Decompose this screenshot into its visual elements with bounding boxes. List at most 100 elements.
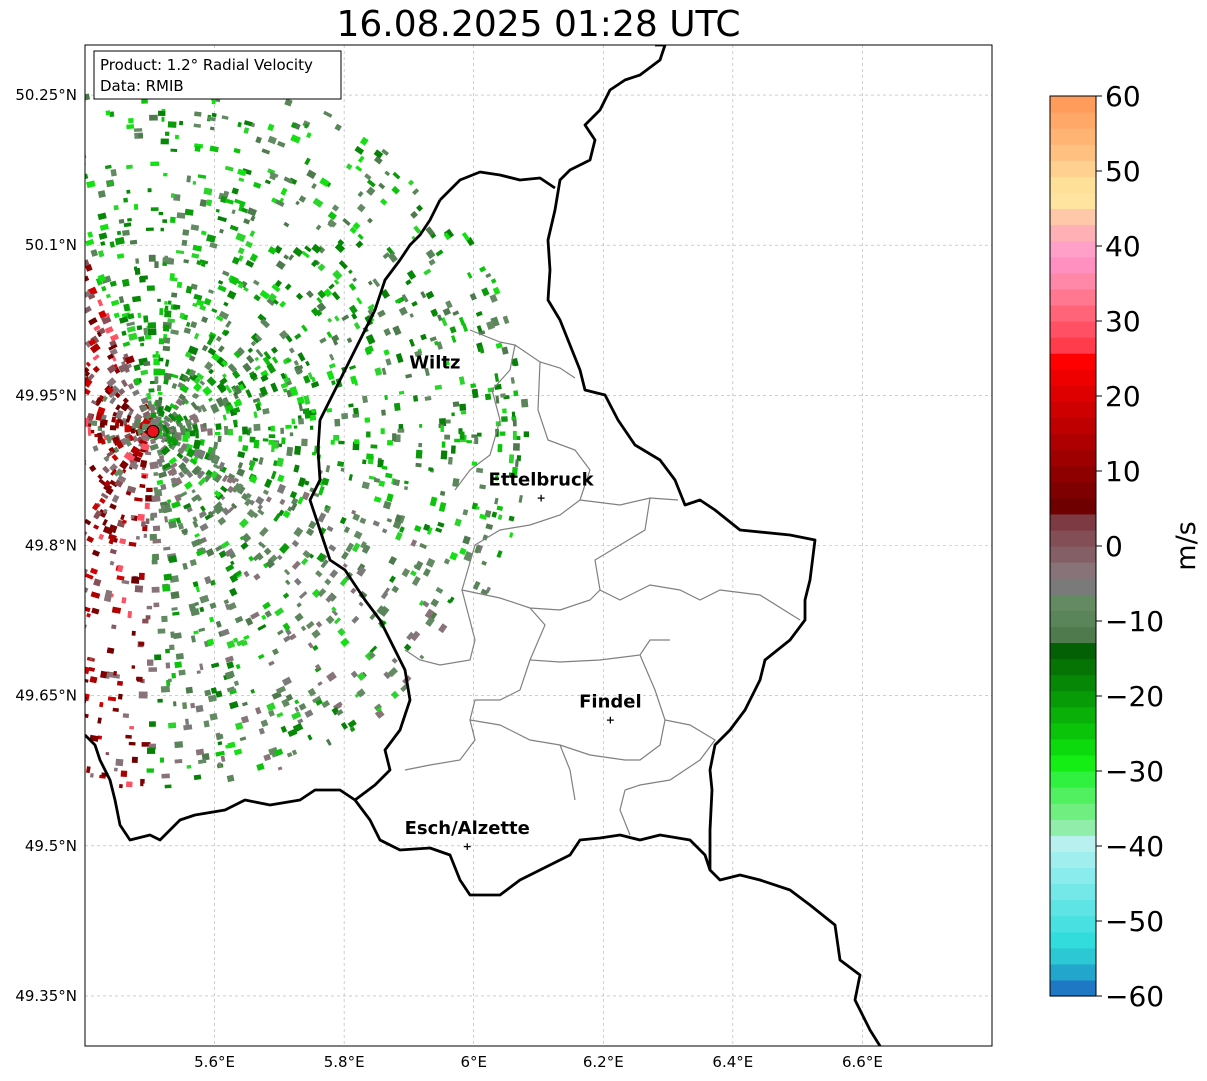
radar-echo-cell: [351, 542, 361, 553]
radar-echo-cell: [85, 367, 90, 374]
radar-echo-cell: [199, 304, 207, 311]
radar-echo-cell: [317, 289, 327, 299]
radar-echo-cell: [331, 334, 340, 343]
colorbar-band: [1050, 369, 1096, 386]
radar-echo-cell: [183, 327, 192, 334]
radar-echo-cell: [237, 485, 246, 495]
radar-echo-cell: [307, 642, 314, 649]
radar-echo-cell: [226, 774, 235, 783]
radar-echo-cell: [85, 605, 91, 613]
colorbar-unit-label: m/s: [1171, 521, 1202, 570]
radar-echo-cell: [328, 544, 337, 552]
colorbar-band: [1050, 353, 1096, 370]
radar-echo-cell: [133, 364, 141, 372]
radar-echo-cell: [311, 629, 321, 639]
radar-echo-cell: [132, 295, 142, 303]
radar-echo-cell: [109, 280, 117, 287]
radar-echo-cell: [466, 440, 472, 444]
radar-echo-cell: [193, 332, 200, 340]
radar-echo-cell: [442, 307, 451, 316]
radar-echo-cell: [195, 372, 205, 381]
radar-echo-cell: [152, 525, 161, 532]
colorbar-band: [1050, 642, 1096, 660]
radar-echo-cell: [296, 396, 305, 405]
radar-echo-cell: [215, 545, 223, 552]
radar-echo-cell: [334, 242, 346, 253]
radar-echo-cell: [257, 508, 265, 516]
radar-echo-cell: [135, 535, 140, 540]
radar-echo-cell: [288, 347, 295, 354]
radar-echo-cell: [172, 304, 181, 310]
radar-echo-cell: [398, 390, 405, 395]
radar-echo-cell: [257, 623, 267, 631]
radar-echo-cell: [481, 287, 490, 297]
radar-echo-cell: [158, 454, 165, 460]
radar-echo-cell: [267, 135, 277, 145]
radar-echo-cell: [140, 342, 145, 347]
radar-echo-cell: [252, 181, 262, 189]
colorbar-band: [1050, 979, 1096, 997]
radar-echo-cell: [191, 466, 200, 476]
radar-echo-cell: [294, 445, 302, 456]
radar-echo-cell: [346, 337, 353, 344]
colorbar-tick-label: 20: [1105, 380, 1141, 413]
radar-echo-cell: [361, 481, 370, 490]
radar-echo-cell: [172, 611, 180, 616]
colorbar-tick-label: −50: [1105, 905, 1164, 938]
radar-echo-cell: [428, 258, 436, 266]
radar-echo-cell: [192, 180, 197, 185]
radar-echo-cell: [117, 475, 127, 483]
radar-echo-cell: [136, 325, 143, 331]
radar-echo-cell: [154, 654, 162, 661]
radar-echo-cell: [169, 575, 179, 583]
radar-echo-cell: [217, 435, 222, 443]
colorbar-band: [1050, 449, 1096, 467]
radar-echo-cell: [190, 224, 200, 231]
radar-echo-cell: [182, 229, 190, 236]
radar-echo-cell: [348, 269, 353, 275]
radar-echo-cell: [360, 541, 367, 549]
radar-echo-cell: [364, 417, 371, 423]
radar-echo-cell: [329, 569, 339, 579]
radar-echo-cell: [461, 231, 470, 242]
radar-echo-cell: [104, 164, 112, 170]
radar-echo-cell: [372, 278, 381, 288]
radar-echo-cell: [200, 505, 206, 512]
radar-echo-cell: [386, 518, 393, 523]
radar-echo-cell: [163, 172, 168, 177]
radar-echo-cell: [291, 539, 300, 548]
radar-echo-cell: [128, 741, 136, 746]
radar-echo-cell: [298, 702, 307, 711]
radar-echo-cell: [311, 408, 316, 414]
radar-echo-cell: [495, 395, 500, 404]
radar-echo-cell: [171, 382, 178, 390]
colorbar-band: [1050, 176, 1096, 194]
radar-echo-cell: [403, 480, 409, 485]
radar-echo-cell: [220, 540, 230, 549]
radar-echo-cell: [147, 659, 154, 666]
radar-echo-cell: [385, 472, 393, 479]
radar-echo-cell: [341, 314, 350, 322]
colorbar-band: [1050, 465, 1096, 483]
colorbar-band: [1050, 819, 1096, 836]
radar-echo-cell: [138, 336, 145, 342]
radar-echo-cell: [164, 301, 168, 305]
radar-echo-cell: [126, 325, 136, 333]
radar-echo-cell: [253, 294, 261, 302]
radar-echo-cell: [369, 645, 378, 654]
radar-echo-cell: [407, 179, 415, 186]
radar-echo-cell: [191, 489, 196, 494]
radar-echo-cell: [217, 345, 225, 353]
radar-echo-cell: [283, 635, 292, 643]
radar-echo-cell: [270, 346, 279, 354]
radar-echo-cell: [230, 560, 235, 566]
colorbar-tick-label: 40: [1105, 230, 1141, 263]
radar-echo-cell: [262, 489, 269, 496]
radar-echo-cell: [266, 363, 277, 374]
radar-echo-cell: [119, 460, 129, 470]
radar-echo-cell: [146, 605, 153, 610]
radar-echo-cell: [89, 464, 97, 472]
radar-echo-cell: [104, 456, 110, 462]
radar-echo-cell: [273, 513, 281, 522]
radar-echo-cell: [301, 250, 310, 259]
